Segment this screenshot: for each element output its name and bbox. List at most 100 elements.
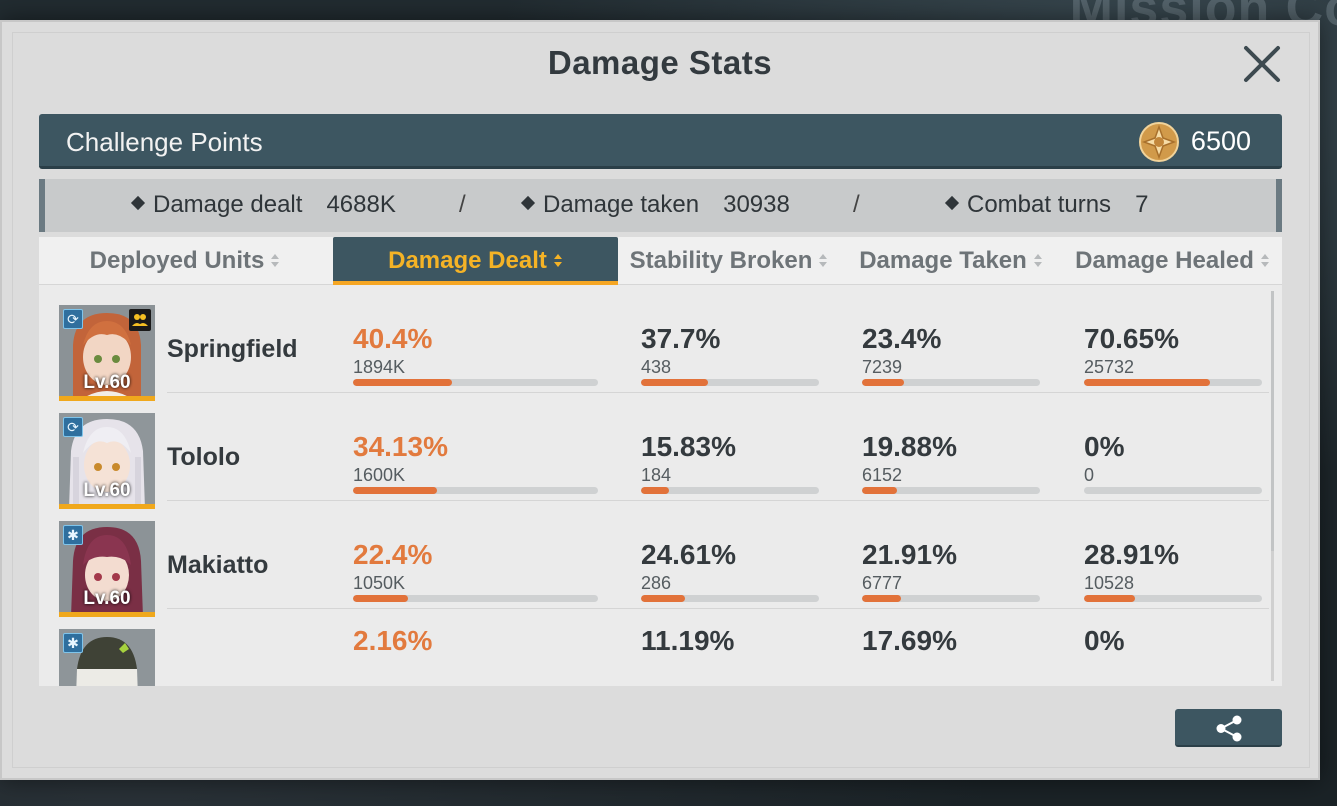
damage-dealt-value: 1600K — [353, 465, 406, 485]
bar-fill — [641, 595, 685, 602]
damage-taken-bar — [862, 487, 1040, 494]
sort-icon — [818, 253, 828, 269]
sort-icon — [553, 253, 563, 269]
diamond-icon — [944, 195, 960, 211]
unit-name: Tololo — [167, 443, 241, 471]
avatar: ✱ — [59, 629, 155, 686]
bar-fill — [862, 487, 898, 494]
stability-broken-percent: 15.83% — [641, 431, 736, 462]
avatar: ⟳ Lv.60 — [59, 413, 155, 509]
column-header-label: Damage Dealt — [388, 247, 547, 274]
level-label: Lv.60 — [83, 372, 131, 393]
summary-combat-turns-value: 7 — [1135, 191, 1149, 218]
column-header-damage-taken[interactable]: Damage Taken — [841, 237, 1061, 285]
stability-broken-percent: 37.7% — [641, 323, 721, 354]
stability-broken-value: 184 — [641, 465, 672, 485]
sort-icon — [1033, 253, 1043, 269]
bar-fill — [353, 379, 452, 386]
column-header-stability-broken[interactable]: Stability Broken — [619, 237, 839, 285]
avatar: ⟳ Lv.60 — [59, 305, 155, 401]
bar-fill — [641, 487, 670, 494]
level-label: Lv.60 — [83, 480, 131, 501]
column-header-label: Damage Healed — [1075, 247, 1254, 274]
team-icon — [129, 309, 151, 331]
share-button[interactable] — [1175, 709, 1282, 747]
damage-dealt-percent: 40.4% — [353, 323, 433, 354]
snowflake-icon: ✱ — [63, 525, 83, 545]
damage-dealt-value: 1894K — [353, 357, 406, 377]
snowflake-icon: ✱ — [63, 633, 83, 653]
damage-taken-value: 7239 — [862, 357, 903, 377]
medal-icon — [1139, 122, 1179, 162]
stats-table: Deployed Units Damage Dealt Stability Br… — [39, 237, 1282, 686]
damage-healed-bar — [1084, 379, 1262, 386]
damage-dealt-value: 1050K — [353, 573, 406, 593]
stability-broken-value: 438 — [641, 357, 672, 377]
diamond-icon — [130, 195, 146, 211]
challenge-points-value: 6500 — [1190, 126, 1251, 156]
character-portrait — [59, 521, 155, 612]
damage-taken-bar — [862, 595, 1040, 602]
challenge-points-bar: Challenge Points 6500 — [39, 114, 1282, 169]
level-label: Lv.60 — [83, 588, 131, 609]
character-portrait — [59, 413, 155, 504]
table-row[interactable]: ⟳ Lv.60 Springfield 40.4% 1894K 37.7% 43… — [39, 285, 1269, 401]
column-header-damage-dealt[interactable]: Damage Dealt — [333, 237, 618, 285]
damage-dealt-percent: 2.16% — [353, 625, 433, 656]
damage-healed-value: 0 — [1084, 465, 1095, 485]
scrollbar-thumb[interactable] — [1271, 291, 1274, 551]
close-icon — [1244, 46, 1280, 82]
close-button[interactable] — [1240, 42, 1284, 86]
share-icon — [1216, 715, 1242, 742]
row-divider — [167, 392, 1269, 393]
bar-fill — [1084, 379, 1210, 386]
summary-damage-dealt-label: Damage dealt — [153, 191, 303, 218]
summary-damage-taken-label: Damage taken — [543, 191, 700, 218]
damage-healed-value: 25732 — [1084, 357, 1135, 377]
summary-damage-dealt: Damage dealt 4688K — [130, 191, 396, 219]
avatar: ✱ Lv.60 — [59, 521, 155, 617]
summary-damage-taken-value: 30938 — [723, 191, 790, 218]
bar-fill — [862, 379, 904, 386]
damage-healed-percent: 0% — [1084, 431, 1125, 462]
damage-taken-bar — [862, 379, 1040, 386]
column-header-label: Deployed Units — [89, 247, 265, 274]
damage-healed-value: 10528 — [1084, 573, 1135, 593]
damage-taken-percent: 17.69% — [862, 625, 957, 656]
damage-taken-percent: 23.4% — [862, 323, 942, 354]
row-divider — [167, 500, 1269, 501]
sort-icon — [1260, 253, 1270, 269]
damage-healed-percent: 70.65% — [1084, 323, 1179, 354]
summary-combat-turns-label: Combat turns — [967, 191, 1112, 218]
table-row[interactable]: ✱ Lv.60 Makiatto 22.4% 1050K 24.61% 286 … — [39, 501, 1269, 617]
stability-broken-bar — [641, 487, 819, 494]
damage-dealt-percent: 22.4% — [353, 539, 433, 570]
stability-broken-bar — [641, 595, 819, 602]
rotate-icon: ⟳ — [63, 417, 83, 437]
summary-separator: / — [459, 191, 466, 218]
table-row[interactable]: ⟳ Lv.60 Tololo 34.13% 1600K 15.83% 184 1… — [39, 393, 1269, 509]
summary-separator: / — [853, 191, 860, 218]
summary-combat-turns: Combat turns 7 — [944, 191, 1149, 219]
scrollbar[interactable] — [1271, 291, 1274, 681]
damage-taken-percent: 21.91% — [862, 539, 957, 570]
column-header-damage-healed[interactable]: Damage Healed — [1063, 237, 1282, 285]
sort-icon — [270, 253, 280, 269]
stability-broken-value: 286 — [641, 573, 672, 593]
column-header-label: Stability Broken — [629, 247, 813, 274]
column-header-deployed-units[interactable]: Deployed Units — [39, 237, 331, 285]
damage-healed-bar — [1084, 595, 1262, 602]
bar-fill — [641, 379, 709, 386]
bar-fill — [862, 595, 901, 602]
character-portrait — [59, 629, 155, 686]
damage-taken-value: 6152 — [862, 465, 903, 485]
damage-dealt-bar — [353, 595, 598, 602]
damage-healed-percent: 0% — [1084, 625, 1125, 656]
damage-healed-bar — [1084, 487, 1262, 494]
damage-dealt-percent: 34.13% — [353, 431, 448, 462]
table-row[interactable]: ✱ 2.16% 11.19% 17.69% 0% — [39, 609, 1269, 686]
damage-taken-value: 6777 — [862, 573, 903, 593]
diamond-icon — [520, 195, 536, 211]
damage-stats-dialog: Damage Stats Challenge Points 6500 Damag… — [0, 20, 1320, 780]
bar-fill — [353, 595, 408, 602]
